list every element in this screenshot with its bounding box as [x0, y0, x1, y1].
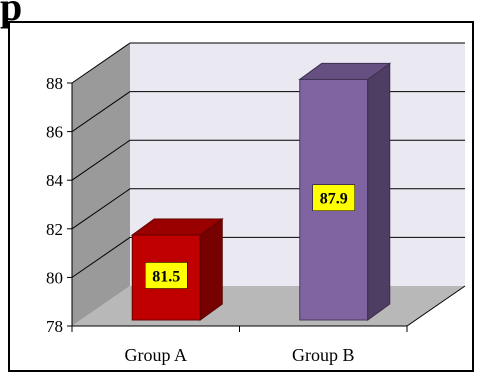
x-tick-label: Group B [292, 345, 355, 365]
bar-side-face [367, 62, 391, 321]
x-tick-label: Group A [125, 345, 188, 365]
y-tick-label: 80 [46, 268, 63, 287]
y-axis-ticks: 78 80 82 84 86 88 [46, 74, 72, 336]
y-tick-label: 84 [46, 171, 64, 190]
data-label-box [312, 184, 355, 211]
side-wall [72, 43, 130, 326]
data-label: 87.9 [320, 191, 348, 208]
bar-top-face [298, 62, 392, 80]
bar-group-a: 81.5 [130, 217, 224, 321]
data-label: 81.5 [152, 268, 180, 285]
data-label-box [145, 262, 188, 289]
y-tick-label: 78 [46, 317, 63, 336]
bar-side-face [199, 217, 223, 321]
floor [72, 286, 465, 326]
gridline [71, 42, 465, 84]
bar-group-b: 87.9 [298, 62, 392, 321]
bars: 81.5 87.9 [130, 62, 392, 321]
x-axis-ticks: Group A Group B [71, 326, 408, 365]
y-tick-label: 86 [46, 123, 63, 142]
y-tick-label: 82 [46, 220, 63, 239]
bar-top-face [130, 218, 224, 236]
y-tick-label: 88 [46, 74, 63, 93]
